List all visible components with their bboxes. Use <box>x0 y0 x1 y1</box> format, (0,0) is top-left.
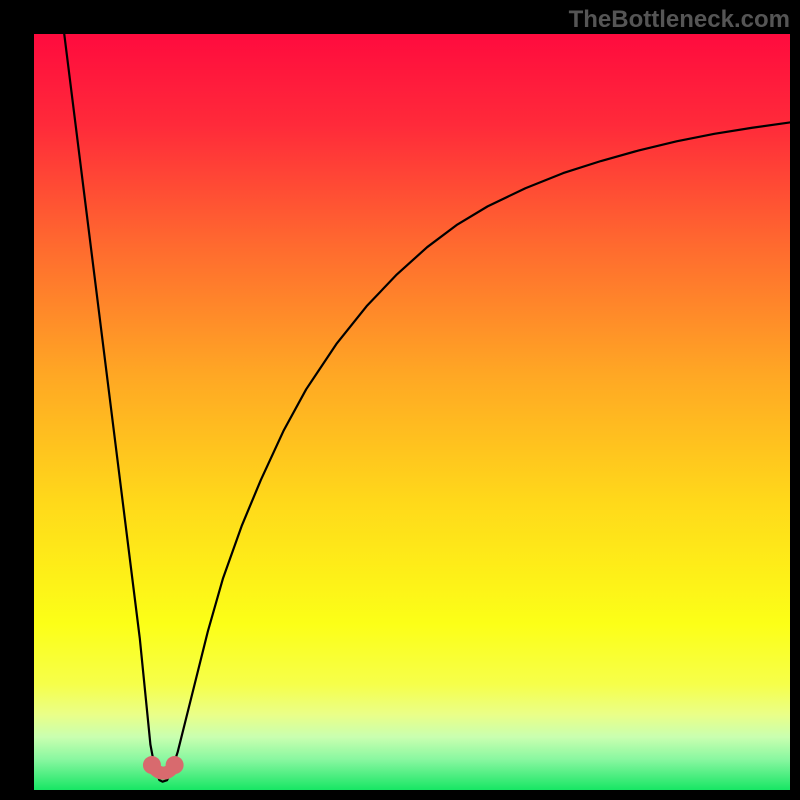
watermark-label: TheBottleneck.com <box>569 6 790 34</box>
gradient-background <box>34 34 790 790</box>
dip-marker-0 <box>143 756 161 774</box>
chart-plot-area <box>34 34 790 790</box>
chart-svg <box>34 34 790 790</box>
dip-marker-1 <box>166 756 184 774</box>
